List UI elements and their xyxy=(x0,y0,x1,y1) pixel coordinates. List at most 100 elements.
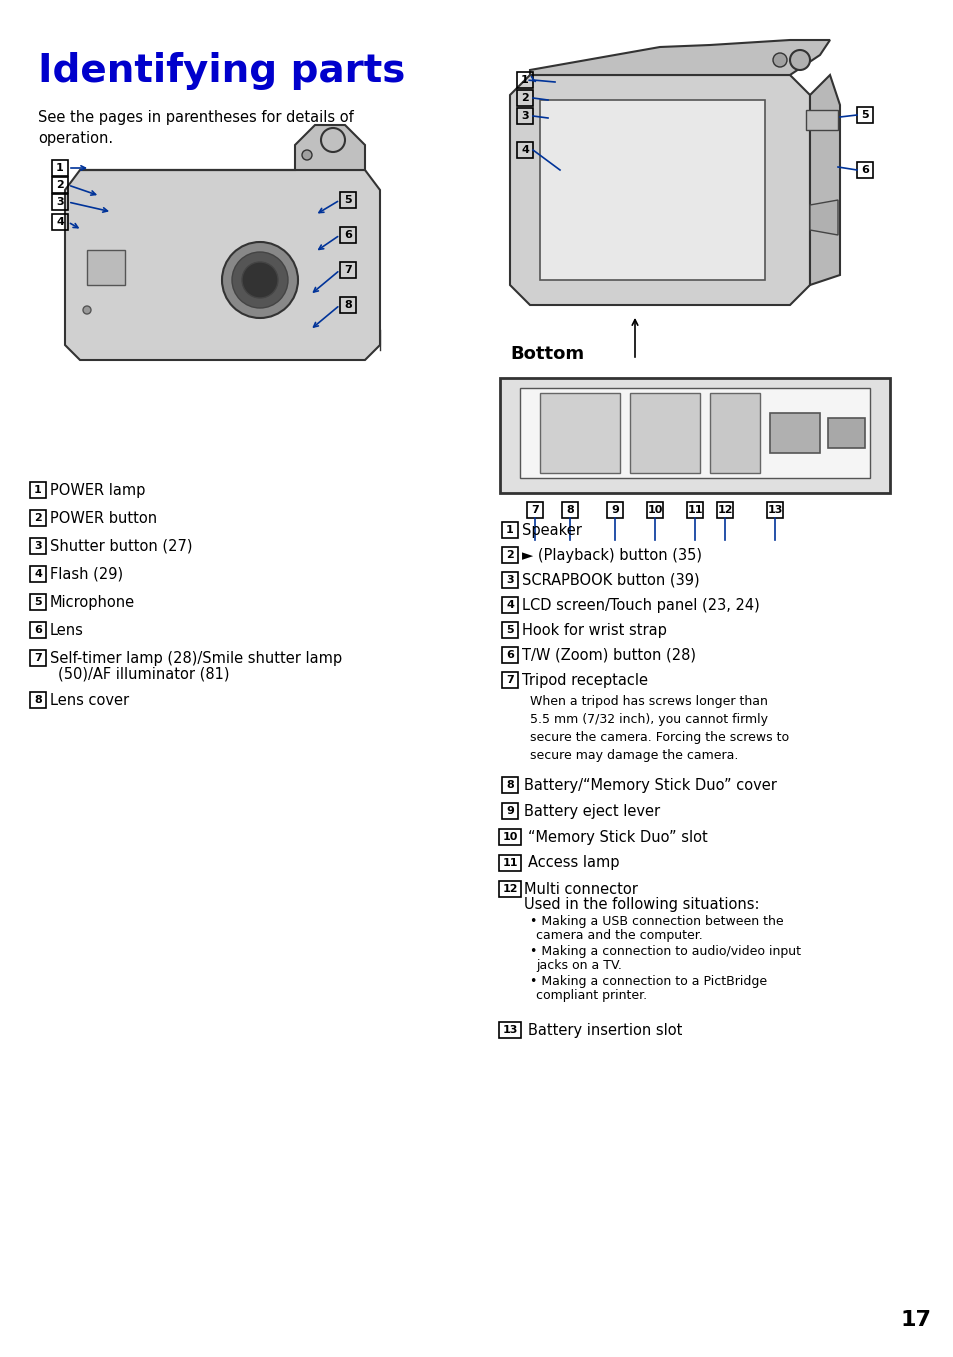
Text: compliant printer.: compliant printer. xyxy=(536,989,646,1003)
Polygon shape xyxy=(629,394,700,474)
Text: T/W (Zoom) button (28): T/W (Zoom) button (28) xyxy=(521,647,696,662)
Text: • Making a connection to audio/video input: • Making a connection to audio/video inp… xyxy=(530,946,801,958)
Text: 11: 11 xyxy=(501,858,517,868)
Text: 17: 17 xyxy=(900,1310,930,1330)
Polygon shape xyxy=(510,75,809,305)
Circle shape xyxy=(242,262,277,299)
Text: • Making a connection to a PictBridge: • Making a connection to a PictBridge xyxy=(530,976,766,988)
Text: Self-timer lamp (28)/Smile shutter lamp: Self-timer lamp (28)/Smile shutter lamp xyxy=(50,650,342,665)
Text: 4: 4 xyxy=(505,600,514,611)
Polygon shape xyxy=(827,418,864,448)
Text: When a tripod has screws longer than
5.5 mm (7/32 inch), you cannot firmly
secur: When a tripod has screws longer than 5.5… xyxy=(530,695,788,763)
Polygon shape xyxy=(499,379,889,493)
Circle shape xyxy=(302,151,312,160)
Text: Hook for wrist strap: Hook for wrist strap xyxy=(521,623,666,638)
Text: Microphone: Microphone xyxy=(50,594,135,609)
Text: 13: 13 xyxy=(502,1025,517,1035)
Text: 8: 8 xyxy=(34,695,42,706)
Text: LCD screen/Touch panel (23, 24): LCD screen/Touch panel (23, 24) xyxy=(521,597,759,612)
Text: 7: 7 xyxy=(531,505,538,516)
Text: 9: 9 xyxy=(505,806,514,816)
Text: Battery insertion slot: Battery insertion slot xyxy=(527,1023,681,1038)
Text: ► (Playback) button (35): ► (Playback) button (35) xyxy=(521,547,701,563)
Text: 2: 2 xyxy=(34,513,42,522)
Text: 1: 1 xyxy=(506,525,514,535)
Text: 7: 7 xyxy=(34,653,42,664)
Text: POWER button: POWER button xyxy=(50,510,157,525)
Text: 2: 2 xyxy=(520,94,528,103)
Text: 1: 1 xyxy=(520,75,528,85)
Text: 8: 8 xyxy=(344,300,352,309)
Text: 4: 4 xyxy=(520,145,528,155)
Text: 13: 13 xyxy=(766,505,781,516)
Text: 9: 9 xyxy=(611,505,618,516)
Text: 5: 5 xyxy=(861,110,868,119)
Text: Flash (29): Flash (29) xyxy=(50,566,123,582)
Circle shape xyxy=(222,242,297,318)
Text: Shutter button (27): Shutter button (27) xyxy=(50,539,193,554)
Text: 5: 5 xyxy=(344,195,352,205)
Text: jacks on a TV.: jacks on a TV. xyxy=(536,959,621,973)
Text: 6: 6 xyxy=(34,626,42,635)
Text: 6: 6 xyxy=(505,650,514,660)
Circle shape xyxy=(83,305,91,313)
Text: 7: 7 xyxy=(506,674,514,685)
Text: Battery eject lever: Battery eject lever xyxy=(523,803,659,818)
Text: Bottom: Bottom xyxy=(510,345,583,364)
Text: 3: 3 xyxy=(506,575,514,585)
Polygon shape xyxy=(539,100,764,280)
Text: 6: 6 xyxy=(861,166,868,175)
Circle shape xyxy=(772,53,786,66)
Text: 5: 5 xyxy=(506,626,514,635)
Polygon shape xyxy=(805,110,837,130)
Polygon shape xyxy=(709,394,760,474)
Text: Identifying parts: Identifying parts xyxy=(38,52,405,90)
Text: SCRAPBOOK button (39): SCRAPBOOK button (39) xyxy=(521,573,699,588)
Circle shape xyxy=(232,252,288,308)
Text: 5: 5 xyxy=(34,597,42,607)
Polygon shape xyxy=(87,250,125,285)
Text: 7: 7 xyxy=(344,265,352,275)
Text: Lens cover: Lens cover xyxy=(50,692,129,707)
Polygon shape xyxy=(809,75,840,285)
Text: 8: 8 xyxy=(565,505,574,516)
Text: 4: 4 xyxy=(56,217,64,227)
Text: 3: 3 xyxy=(56,197,64,208)
Circle shape xyxy=(320,128,345,152)
Text: 2: 2 xyxy=(506,550,514,560)
Text: Used in the following situations:: Used in the following situations: xyxy=(523,897,759,912)
Text: 1: 1 xyxy=(56,163,64,172)
Text: camera and the computer.: camera and the computer. xyxy=(536,930,702,943)
Text: 1: 1 xyxy=(34,484,42,495)
Text: (50)/AF illuminator (81): (50)/AF illuminator (81) xyxy=(58,666,230,681)
Text: 4: 4 xyxy=(34,569,42,579)
Text: 6: 6 xyxy=(344,229,352,240)
Text: 10: 10 xyxy=(647,505,662,516)
Text: See the pages in parentheses for details of
operation.: See the pages in parentheses for details… xyxy=(38,110,354,147)
Polygon shape xyxy=(539,394,619,474)
Text: “Memory Stick Duo” slot: “Memory Stick Duo” slot xyxy=(527,829,707,844)
Text: Speaker: Speaker xyxy=(521,522,581,537)
Text: 12: 12 xyxy=(501,883,517,894)
Text: 2: 2 xyxy=(56,180,64,190)
Text: Multi connector: Multi connector xyxy=(523,882,638,897)
Polygon shape xyxy=(519,388,869,478)
Text: Tripod receptacle: Tripod receptacle xyxy=(521,673,647,688)
Polygon shape xyxy=(65,170,379,360)
Text: • Making a USB connection between the: • Making a USB connection between the xyxy=(530,916,782,928)
Text: 3: 3 xyxy=(34,541,42,551)
Text: POWER lamp: POWER lamp xyxy=(50,483,145,498)
Text: Battery/“Memory Stick Duo” cover: Battery/“Memory Stick Duo” cover xyxy=(523,778,776,792)
Polygon shape xyxy=(80,125,365,170)
Text: 3: 3 xyxy=(520,111,528,121)
Polygon shape xyxy=(809,199,837,235)
Polygon shape xyxy=(769,413,820,453)
Text: 10: 10 xyxy=(502,832,517,841)
Text: 11: 11 xyxy=(686,505,702,516)
Text: 12: 12 xyxy=(717,505,732,516)
Circle shape xyxy=(789,50,809,71)
Polygon shape xyxy=(530,39,829,75)
Text: 8: 8 xyxy=(506,780,514,790)
Text: Access lamp: Access lamp xyxy=(527,855,618,870)
Text: Lens: Lens xyxy=(50,623,84,638)
